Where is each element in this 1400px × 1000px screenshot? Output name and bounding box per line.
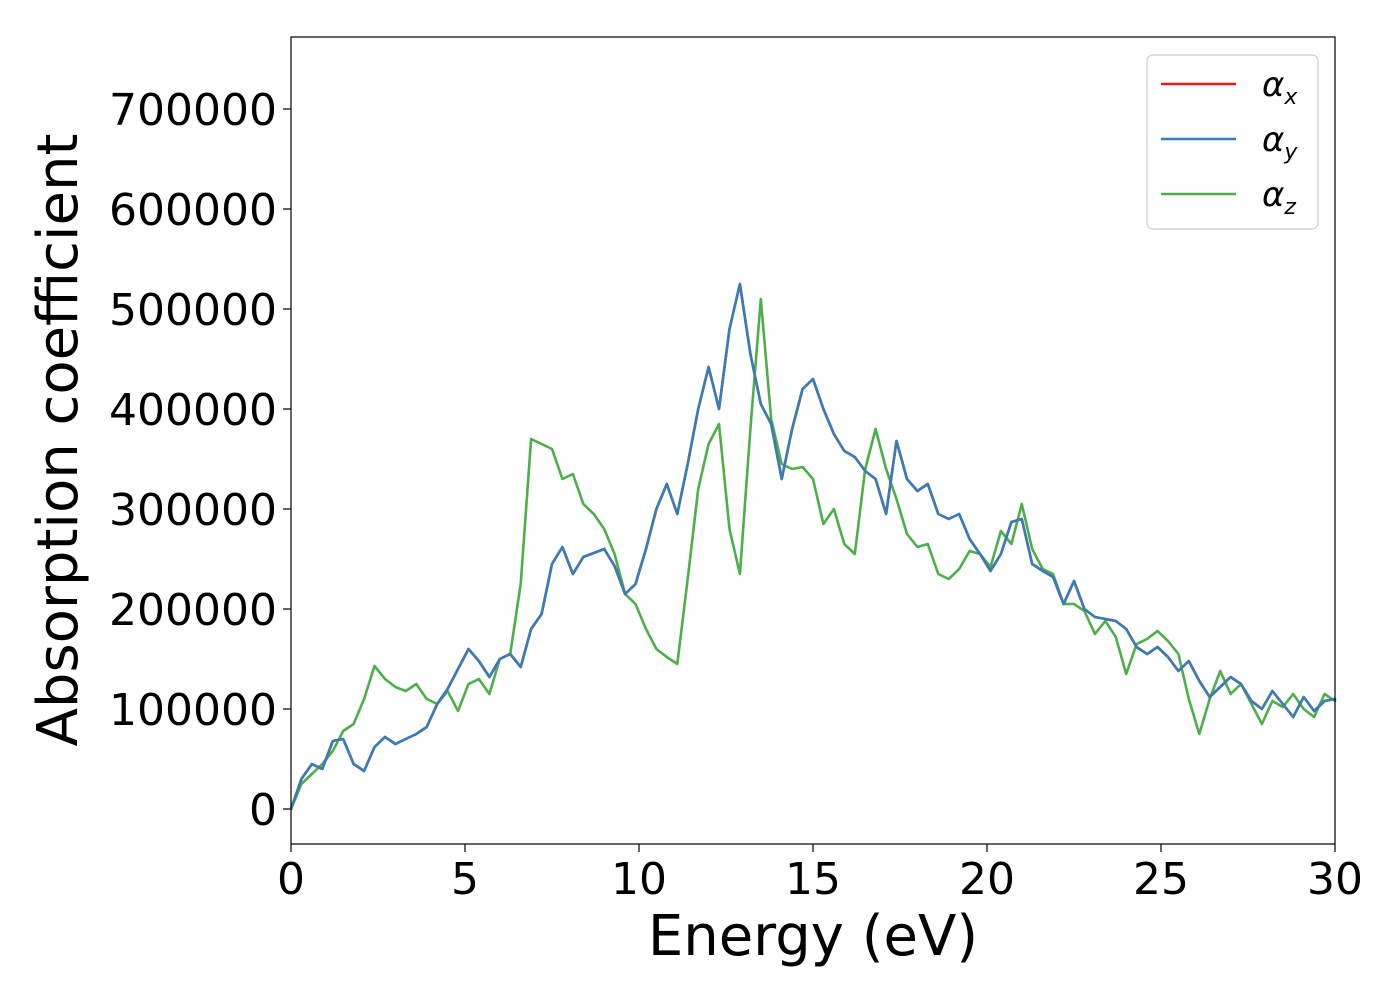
legend: αx αy αz — [1146, 54, 1319, 230]
y-axis-label: Absorption coefficient — [26, 134, 91, 747]
y-tick-label: 400000 — [109, 385, 277, 436]
series-line-y — [289, 282, 1337, 811]
y-tick-label: 200000 — [109, 585, 277, 636]
y-axis-ticks: 0 100000 200000 300000 400000 500000 600000 700… — [109, 85, 291, 836]
series-layer — [289, 282, 1337, 811]
y-tick-label: 500000 — [109, 285, 277, 336]
legend-label-x: αx — [1262, 65, 1298, 110]
y-tick-label: 300000 — [109, 485, 277, 536]
legend-label-z: αz — [1262, 175, 1296, 220]
x-tick-label: 25 — [1133, 854, 1189, 905]
x-tick-label: 15 — [785, 854, 841, 905]
x-tick-label: 10 — [611, 854, 667, 905]
legend-label-y: αy — [1262, 120, 1298, 165]
y-tick-label: 700000 — [109, 85, 277, 136]
y-tick-label: 0 — [249, 785, 277, 836]
plot-frame — [290, 36, 1336, 845]
x-axis-label: Energy (eV) — [648, 904, 978, 969]
x-tick-label: 30 — [1307, 854, 1363, 905]
x-axis-ticks: 0 5 10 15 20 25 30 — [277, 844, 1363, 905]
y-tick-label: 100000 — [109, 685, 277, 736]
y-tick-label: 600000 — [109, 185, 277, 236]
series-line-z — [289, 297, 1337, 811]
x-tick-label: 5 — [451, 854, 479, 905]
legend-box — [1146, 54, 1319, 230]
x-tick-label: 20 — [959, 854, 1015, 905]
x-tick-label: 0 — [277, 854, 305, 905]
